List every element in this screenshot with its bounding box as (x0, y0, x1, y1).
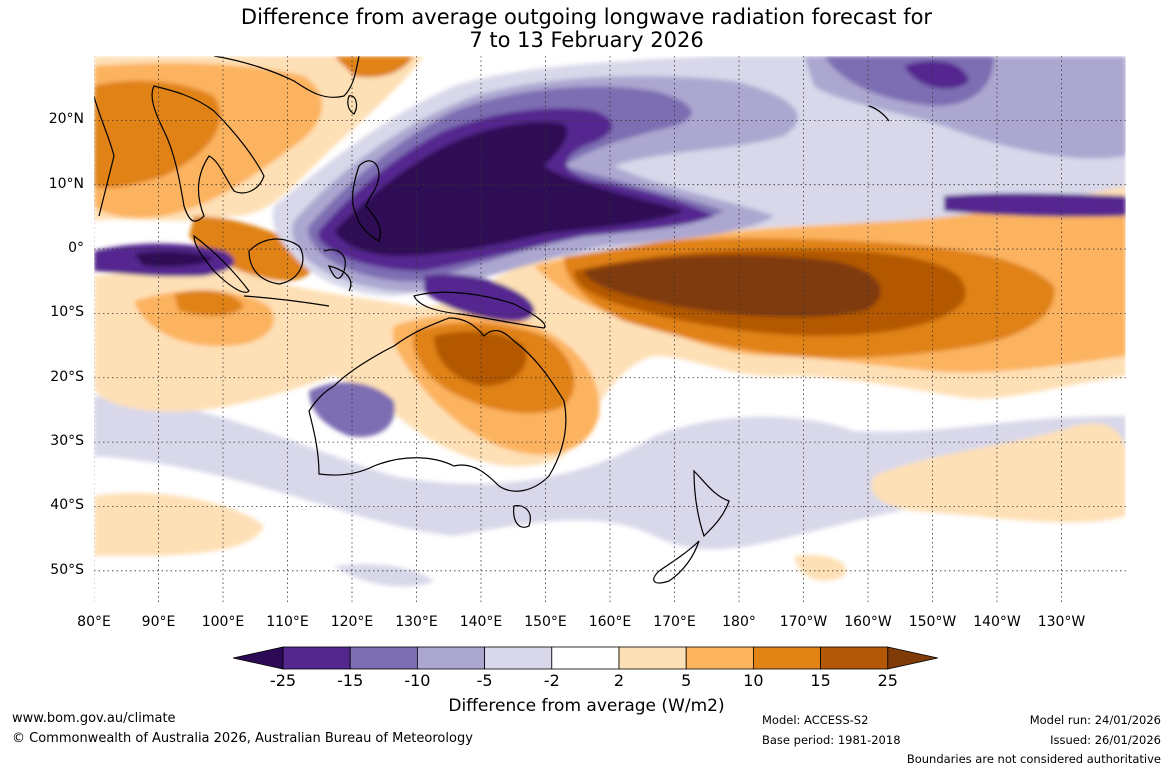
footer-website-link[interactable]: www.bom.gov.au/climate (12, 711, 176, 726)
coastline-borneo (248, 238, 304, 285)
anomaly-indian-dark-orange (174, 290, 244, 316)
anomaly-ne-core-purple (904, 61, 969, 89)
anomaly-negative-core (334, 122, 684, 256)
colorbar-box (753, 646, 822, 670)
coastline-hawaii (868, 105, 890, 122)
anomaly-nz-east-light-orange (794, 554, 846, 581)
lat-tick-label: 0° (68, 240, 84, 257)
colorbar-tick-label: -2 (543, 671, 560, 690)
anomaly-south-indian-light-orange (94, 492, 264, 556)
colorbar-box (685, 646, 754, 670)
lon-tick-label: 140°W (973, 614, 1021, 630)
colorbar-tick-label: 5 (681, 671, 692, 690)
colorbar-tick-label: 2 (613, 671, 625, 690)
lon-tick-label: 140°E (459, 614, 503, 630)
colorbar-tick-label: -5 (476, 671, 493, 690)
lat-tick-label: 40°S (50, 497, 84, 514)
lat-tick-label: 50°S (50, 561, 84, 578)
lon-tick-label: 120°E (330, 614, 374, 630)
anomaly-australia-brown (434, 331, 527, 386)
coastline-taiwan (347, 95, 358, 115)
gridlines (94, 56, 1126, 603)
footer-disclaimer: Boundaries are not considered authoritat… (906, 752, 1161, 766)
lon-tick-label: 90°E (141, 614, 176, 630)
footer-model: Model: ACCESS-S2 (762, 713, 869, 727)
colorbar-label: Difference from average (W/m2) (448, 696, 725, 716)
lon-tick-label: 110°E (266, 614, 309, 630)
lon-tick-label: 130°E (395, 614, 438, 630)
colorbar-tick-label: -15 (337, 671, 364, 690)
colorbar-box (820, 646, 889, 670)
colorbar-extend-low (233, 646, 284, 670)
coastlines (94, 56, 890, 584)
colorbar-box (551, 646, 620, 670)
lat-tick-label: 30°S (50, 433, 84, 450)
colorbar-tick-label: 15 (810, 671, 831, 690)
anomaly-equatorial-band-purple (944, 193, 1126, 217)
lon-tick-label: 170°W (779, 614, 828, 630)
lon-tick-label: 170°E (653, 614, 696, 630)
lat-tick-label: 20°S (50, 368, 84, 385)
coastline-australia (308, 317, 567, 492)
coastline-philippines (351, 160, 381, 242)
footer-base-period: Base period: 1981-2018 (762, 733, 901, 747)
lon-tick-label: 160°E (588, 614, 632, 630)
colorbar-box (618, 646, 687, 670)
anomaly-nw-dark-orange (94, 80, 221, 188)
colorbar-tick-label: 10 (743, 671, 764, 690)
lon-tick-label: 130°W (1037, 614, 1086, 630)
anomaly-australia-west-purple (309, 382, 395, 437)
coastline-java (243, 295, 330, 307)
colorbar-tick-label: 25 (877, 671, 898, 690)
coastline-new-zealand-south (653, 540, 700, 584)
coastline-india (94, 95, 115, 217)
anomaly-indian-equatorial-core (134, 251, 214, 267)
anomaly-positive-core (584, 255, 881, 318)
anomaly-png-dark-purple (424, 274, 535, 322)
colorbar-tick-label: -25 (269, 671, 297, 690)
anomaly-southern-ocean-purple-patch (334, 564, 434, 587)
colorbar-box (484, 646, 553, 670)
anomaly-south-pacific-light-orange (871, 423, 1126, 523)
coastline-indochina (151, 85, 265, 222)
colorbar-extend-high (887, 646, 938, 670)
colorbar-box (349, 646, 418, 670)
coastline-new-guinea (413, 291, 546, 329)
coastline-new-zealand-north (693, 469, 730, 538)
anomaly-north-dark-orange (334, 56, 414, 78)
colorbar (233, 646, 938, 670)
colorbar-box (416, 646, 485, 670)
coastline-sulawesi (323, 249, 352, 292)
lat-tick-label: 10°S (50, 304, 84, 321)
lon-tick-label: 100°E (201, 614, 245, 630)
lon-tick-label: 180° (722, 614, 756, 630)
olr-anomaly-map (94, 56, 1126, 603)
lon-tick-label: 160°W (844, 614, 892, 630)
lat-tick-label: 10°N (48, 175, 84, 192)
coastline-china (213, 56, 360, 98)
lon-tick-label: 150°W (908, 614, 957, 630)
lon-tick-label: 150°E (524, 614, 567, 630)
chart-title-line1: Difference from average outgoing longwav… (240, 5, 933, 29)
lon-tick-label: 80°E (77, 614, 111, 630)
footer-issued: Issued: 26/01/2026 (1050, 733, 1161, 747)
footer-copyright: © Commonwealth of Australia 2026, Austra… (12, 731, 473, 746)
colorbar-box (282, 646, 351, 670)
footer-model-run: Model run: 24/01/2026 (1029, 713, 1161, 727)
colorbar-tick-label: -10 (404, 671, 431, 690)
lat-tick-label: 20°N (48, 111, 84, 128)
coastline-sumatra (193, 234, 250, 293)
chart-title-line2: 7 to 13 February 2026 (469, 28, 704, 52)
